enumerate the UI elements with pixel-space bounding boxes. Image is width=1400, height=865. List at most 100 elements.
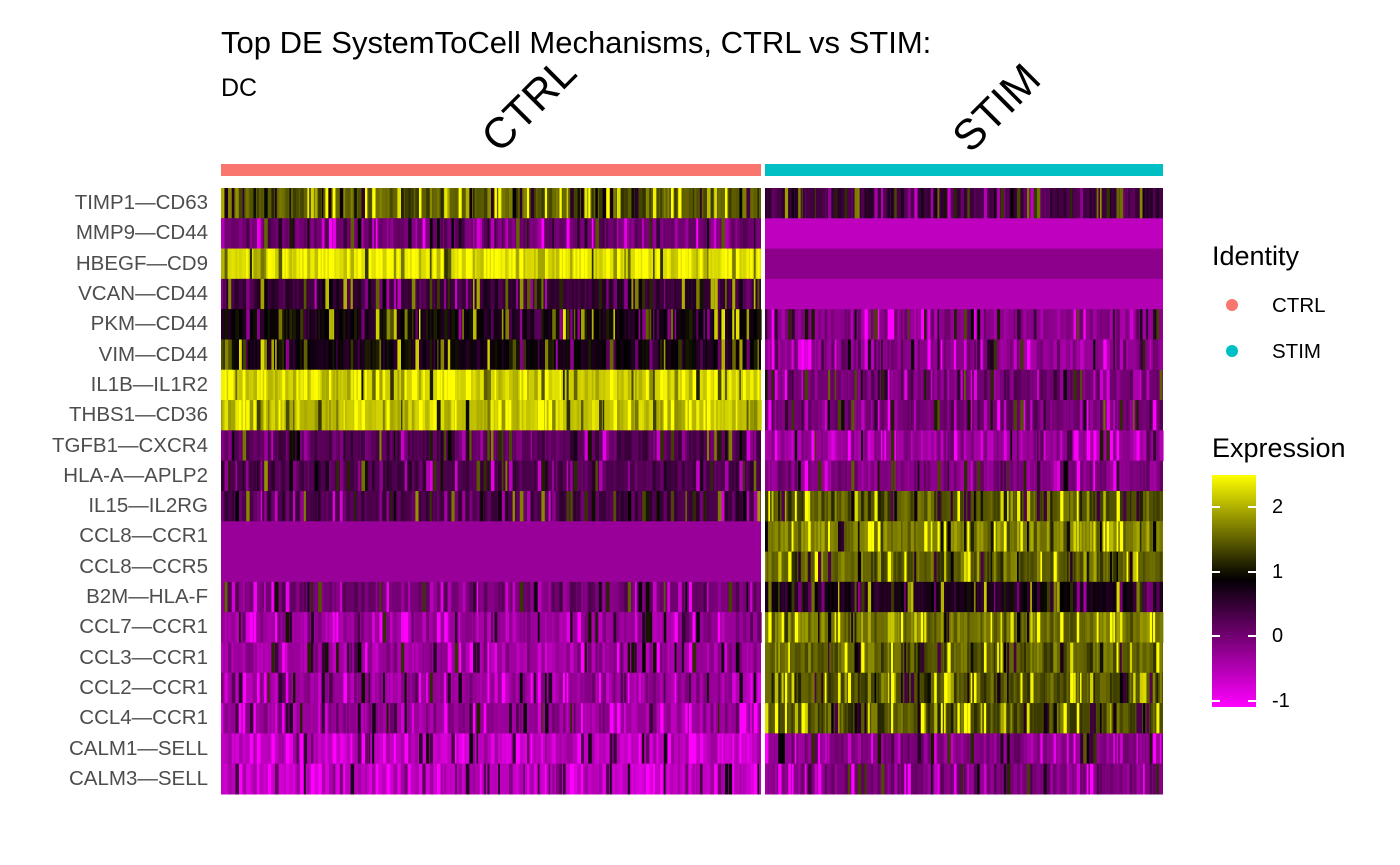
heatmap-cell-ctrl xyxy=(645,400,649,431)
heatmap-cell-stim xyxy=(1060,521,1064,553)
heatmap-cell-ctrl xyxy=(671,218,676,250)
heatmap-cell-stim xyxy=(824,703,827,734)
heatmap-cell-ctrl xyxy=(757,309,762,340)
heatmap-cell-stim xyxy=(1106,188,1111,219)
heatmap-cell-stim xyxy=(861,672,865,704)
heatmap-cell-ctrl xyxy=(365,309,367,340)
heatmap-cell-stim xyxy=(937,763,940,795)
heatmap-cell-ctrl xyxy=(699,188,702,219)
heatmap-cell-stim xyxy=(1076,400,1079,431)
heatmap-cell-ctrl xyxy=(325,430,330,462)
heatmap-cell-ctrl xyxy=(635,491,638,522)
heatmap-cell-ctrl xyxy=(516,491,521,522)
heatmap-cell-stim xyxy=(877,400,880,431)
heatmap-cell-ctrl xyxy=(303,218,307,250)
heatmap-cell-stim xyxy=(841,642,845,674)
heatmap-cell-stim xyxy=(907,188,911,219)
heatmap-cell-stim xyxy=(983,581,987,613)
heatmap-cell-stim xyxy=(1063,339,1066,371)
heatmap-cell-stim xyxy=(924,430,928,462)
heatmap-cell-ctrl xyxy=(480,491,484,522)
heatmap-cell-ctrl xyxy=(656,460,659,492)
heatmap-cell-ctrl xyxy=(617,763,621,795)
heatmap-cell-stim xyxy=(970,369,973,401)
heatmap-cell-stim xyxy=(788,763,791,795)
heatmap-cell-stim xyxy=(784,551,787,583)
heatmap-cell-ctrl xyxy=(458,612,461,643)
heatmap-cell-ctrl xyxy=(721,369,724,401)
heatmap-cell-ctrl xyxy=(415,612,420,643)
heatmap-cell-ctrl xyxy=(278,339,283,371)
heatmap-cell-stim xyxy=(1149,642,1154,674)
heatmap-cell-stim xyxy=(1086,430,1091,462)
heatmap-cell-ctrl xyxy=(685,278,689,310)
heatmap-cell-stim xyxy=(1053,763,1056,795)
heatmap-cell-stim xyxy=(1146,339,1148,371)
heatmap-cell-ctrl xyxy=(267,642,272,674)
heatmap-cell-ctrl xyxy=(483,703,487,734)
heatmap-cell-stim xyxy=(1033,733,1038,765)
heatmap-cell-ctrl xyxy=(721,733,724,765)
heatmap-cell-ctrl xyxy=(393,581,397,613)
heatmap-cell-ctrl xyxy=(595,248,598,280)
heatmap-cell-ctrl xyxy=(393,248,396,280)
heatmap-cell-stim xyxy=(1126,460,1130,492)
heatmap-cell-ctrl xyxy=(671,309,674,340)
heatmap-cell-stim xyxy=(947,733,951,765)
heatmap-cell-stim xyxy=(874,339,877,371)
heatmap-cell-stim xyxy=(887,733,891,765)
heatmap-cell-stim xyxy=(1126,491,1130,522)
heatmap-cell-ctrl xyxy=(422,491,425,522)
heatmap-cell-stim xyxy=(851,460,855,492)
heatmap-cell-stim xyxy=(1146,672,1150,704)
heatmap-cell-stim xyxy=(960,733,964,765)
heatmap-cell-ctrl xyxy=(437,309,441,340)
heatmap-cell-ctrl xyxy=(645,581,650,613)
heatmap-cell-ctrl xyxy=(404,278,409,310)
heatmap-cell-ctrl xyxy=(609,430,613,462)
heatmap-cell-ctrl xyxy=(750,491,754,522)
heatmap-cell-ctrl xyxy=(689,218,694,250)
heatmap-cell-stim xyxy=(973,460,977,492)
heatmap-cell-stim xyxy=(1099,581,1104,613)
heatmap-cell-ctrl xyxy=(347,581,351,613)
heatmap-cell-stim xyxy=(871,612,874,643)
heatmap-cell-ctrl xyxy=(638,612,642,643)
heatmap-cell-ctrl xyxy=(645,339,649,371)
heatmap-cell-ctrl xyxy=(480,763,482,795)
heatmap-cell-stim xyxy=(983,642,987,674)
heatmap-cell-ctrl xyxy=(278,672,283,704)
heatmap-cell-ctrl xyxy=(379,703,384,734)
heatmap-cell-ctrl xyxy=(728,672,732,704)
heatmap-cell-stim xyxy=(910,430,913,462)
heatmap-cell-ctrl xyxy=(617,612,619,643)
heatmap-cell-ctrl xyxy=(321,369,325,401)
heatmap-cell-ctrl xyxy=(408,400,413,431)
heatmap-cell-ctrl xyxy=(555,339,558,371)
heatmap-cell-stim xyxy=(1020,400,1024,431)
heatmap-cell-ctrl xyxy=(429,188,432,219)
heatmap-cell-stim xyxy=(910,309,914,340)
heatmap-cell-stim xyxy=(851,612,853,643)
heatmap-cell-ctrl xyxy=(699,733,704,765)
heatmap-cell-ctrl xyxy=(271,703,274,734)
heatmap-cell-stim xyxy=(828,733,830,765)
heatmap-cell-ctrl xyxy=(235,672,238,704)
heatmap-cell-stim xyxy=(828,309,831,340)
heatmap-cell-ctrl xyxy=(732,188,736,219)
heatmap-cell-stim xyxy=(1070,551,1073,583)
heatmap-cell-ctrl xyxy=(455,248,458,280)
heatmap-cell-ctrl xyxy=(473,703,476,734)
heatmap-cell-stim xyxy=(1023,672,1027,704)
heatmap-cell-ctrl xyxy=(753,188,756,219)
heatmap-cell-ctrl xyxy=(638,581,643,613)
heatmap-cell-stim xyxy=(788,369,792,401)
heatmap-cell-ctrl xyxy=(491,188,494,219)
heatmap-cell-ctrl xyxy=(663,491,667,522)
heatmap-cell-ctrl xyxy=(631,278,634,310)
heatmap-cell-stim xyxy=(821,400,824,431)
heatmap-cell-ctrl xyxy=(757,218,761,250)
heatmap-cell-ctrl xyxy=(512,369,517,401)
heatmap-cell-ctrl xyxy=(537,491,540,522)
heatmap-cell-ctrl xyxy=(260,369,263,401)
